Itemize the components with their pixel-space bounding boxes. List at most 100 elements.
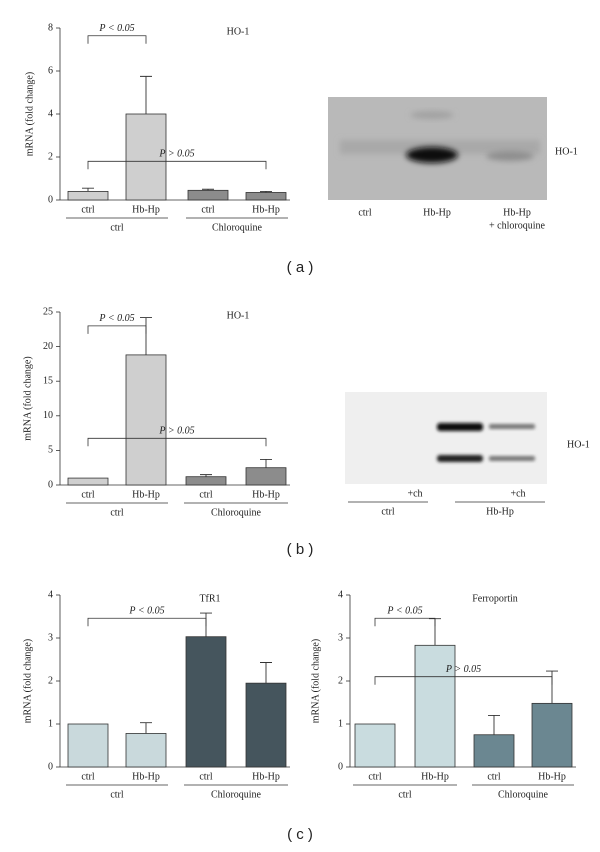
y-axis-label: mRNA (fold change) <box>22 356 33 440</box>
error-bar <box>140 75 152 114</box>
x-tick-label: Hb-Hp <box>132 204 160 215</box>
error-bar <box>200 474 212 477</box>
bar <box>67 723 109 768</box>
y-axis-label: mRNA (fold change) <box>24 72 35 156</box>
bar <box>185 636 227 768</box>
panel-label: ( a ) <box>287 259 314 276</box>
y-tick-label: 4 <box>338 589 343 600</box>
lane-label: +ch <box>510 488 525 499</box>
y-tick-label: 0 <box>48 479 53 490</box>
significance-label: P > 0.05 <box>158 149 194 160</box>
y-tick-label: 2 <box>338 675 343 686</box>
x-tick-label: ctrl <box>199 489 213 500</box>
bar <box>354 723 396 768</box>
x-tick-label: Hb-Hp <box>132 489 160 500</box>
error-bar <box>202 188 214 191</box>
chart-title: HO-1 <box>227 310 250 321</box>
group-label: ctrl <box>110 789 124 800</box>
significance-bracket <box>374 617 436 627</box>
x-tick-label: ctrl <box>199 771 213 782</box>
bar <box>531 702 573 768</box>
y-tick-label: 0 <box>48 761 53 772</box>
significance-label: P < 0.05 <box>98 23 134 34</box>
x-tick-label: ctrl <box>81 771 95 782</box>
y-tick-label: 2 <box>48 151 53 162</box>
significance-label: P < 0.05 <box>98 313 134 324</box>
y-tick-label: 15 <box>43 375 53 386</box>
error-bar <box>260 458 272 468</box>
bar <box>67 190 109 201</box>
bar <box>414 644 456 768</box>
bar <box>125 733 167 768</box>
y-tick-label: 3 <box>338 632 343 643</box>
x-tick-label: ctrl <box>201 204 215 215</box>
bar <box>245 467 287 486</box>
significance-label: P > 0.05 <box>158 426 194 437</box>
x-tick-label: Hb-Hp <box>252 771 280 782</box>
group-label: Hb-Hp <box>486 506 514 517</box>
y-tick-label: 3 <box>48 632 53 643</box>
bar <box>185 476 227 486</box>
y-tick-label: 2 <box>48 675 53 686</box>
group-label: Chloroquine <box>212 222 263 233</box>
y-tick-label: 4 <box>48 589 53 600</box>
group-label: Chloroquine <box>498 789 549 800</box>
y-tick-label: 10 <box>43 410 53 421</box>
x-tick-label: Hb-Hp <box>252 204 280 215</box>
significance-label: P < 0.05 <box>386 606 422 617</box>
error-bar <box>488 714 500 735</box>
y-tick-label: 0 <box>338 761 343 772</box>
significance-label: P < 0.05 <box>128 606 164 617</box>
x-tick-label: ctrl <box>368 771 382 782</box>
group-label: Chloroquine <box>211 507 262 518</box>
lane-label: Hb-Hp <box>503 207 531 218</box>
bar <box>473 734 515 768</box>
y-axis-label: mRNA (fold change) <box>310 639 321 723</box>
bar <box>245 192 287 201</box>
x-tick-label: Hb-Hp <box>421 771 449 782</box>
y-tick-label: 0 <box>48 194 53 205</box>
chart-title: HO-1 <box>227 26 250 37</box>
error-bar <box>82 187 94 192</box>
x-tick-label: ctrl <box>487 771 501 782</box>
y-tick-label: 8 <box>48 22 53 33</box>
chart-title: TfR1 <box>199 593 220 604</box>
bar <box>245 682 287 768</box>
group-label: ctrl <box>110 507 124 518</box>
y-tick-label: 5 <box>48 445 53 456</box>
x-tick-label: ctrl <box>81 489 95 500</box>
chart-title: Ferroportin <box>472 593 518 604</box>
y-tick-label: 1 <box>338 718 343 729</box>
bar <box>187 189 229 201</box>
gel-band-label: HO-1 <box>567 439 590 450</box>
x-tick-label: Hb-Hp <box>538 771 566 782</box>
significance-label: P > 0.05 <box>445 664 481 675</box>
panel-label: ( b ) <box>287 541 314 558</box>
lane-label: + chloroquine <box>489 220 545 231</box>
y-tick-label: 4 <box>48 108 53 119</box>
group-label: Chloroquine <box>211 789 262 800</box>
group-label: ctrl <box>110 222 124 233</box>
y-tick-label: 25 <box>43 306 53 317</box>
group-label: ctrl <box>381 506 395 517</box>
error-bar <box>546 670 558 704</box>
y-axis-label: mRNA (fold change) <box>22 639 33 723</box>
significance-bracket <box>87 617 207 627</box>
panel-label: ( c ) <box>287 826 313 843</box>
gel-b: HO-1 +ch +ch ctrl Hb-Hp <box>345 392 590 517</box>
significance-bracket <box>87 437 267 447</box>
error-bar <box>140 317 152 355</box>
error-bar <box>260 662 272 684</box>
significance-bracket <box>374 676 553 685</box>
gel-a: HO-1 ctrl Hb-Hp Hb-Hp + chloroquine <box>328 97 578 231</box>
y-tick-label: 20 <box>43 341 53 352</box>
x-tick-label: Hb-Hp <box>132 771 160 782</box>
x-tick-label: ctrl <box>81 204 95 215</box>
lane-label: +ch <box>407 488 422 499</box>
gel-band-label: HO-1 <box>555 146 578 157</box>
significance-bracket <box>87 325 147 334</box>
bar <box>125 354 167 486</box>
lane-label: Hb-Hp <box>423 207 451 218</box>
bar <box>67 477 109 486</box>
